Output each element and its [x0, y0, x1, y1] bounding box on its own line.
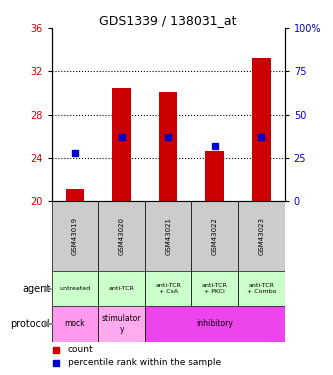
Text: percentile rank within the sample: percentile rank within the sample: [68, 358, 221, 368]
Bar: [112, 88, 131, 201]
Bar: [98, 271, 145, 306]
Bar: [52, 306, 98, 342]
Bar: [52, 271, 98, 306]
Text: GSM43021: GSM43021: [165, 217, 171, 255]
Text: count: count: [68, 345, 94, 354]
Text: GSM43022: GSM43022: [212, 217, 218, 255]
Bar: [145, 271, 191, 306]
Text: anti-TCR
+ CsA: anti-TCR + CsA: [155, 284, 181, 294]
Text: stimulator
y: stimulator y: [102, 314, 141, 334]
Text: mock: mock: [65, 320, 85, 328]
Bar: [98, 201, 145, 271]
Text: anti-TCR: anti-TCR: [109, 286, 135, 291]
Text: anti-TCR
+ PKCi: anti-TCR + PKCi: [202, 284, 228, 294]
Text: protocol: protocol: [11, 319, 50, 329]
Bar: [159, 92, 177, 201]
Bar: [252, 58, 271, 201]
Text: inhibitory: inhibitory: [196, 320, 233, 328]
Text: untreated: untreated: [59, 286, 91, 291]
Bar: [238, 271, 285, 306]
Bar: [66, 189, 84, 201]
Text: anti-TCR
+ Combo: anti-TCR + Combo: [247, 284, 276, 294]
Text: GSM43023: GSM43023: [258, 217, 264, 255]
Bar: [191, 271, 238, 306]
Text: GSM43020: GSM43020: [119, 217, 125, 255]
Bar: [238, 201, 285, 271]
Text: GSM43019: GSM43019: [72, 217, 78, 255]
Bar: [145, 306, 285, 342]
Text: agent: agent: [22, 284, 50, 294]
Bar: [52, 201, 98, 271]
Bar: [145, 201, 191, 271]
Bar: [205, 152, 224, 201]
Bar: [98, 306, 145, 342]
Bar: [191, 201, 238, 271]
Title: GDS1339 / 138031_at: GDS1339 / 138031_at: [100, 14, 237, 27]
